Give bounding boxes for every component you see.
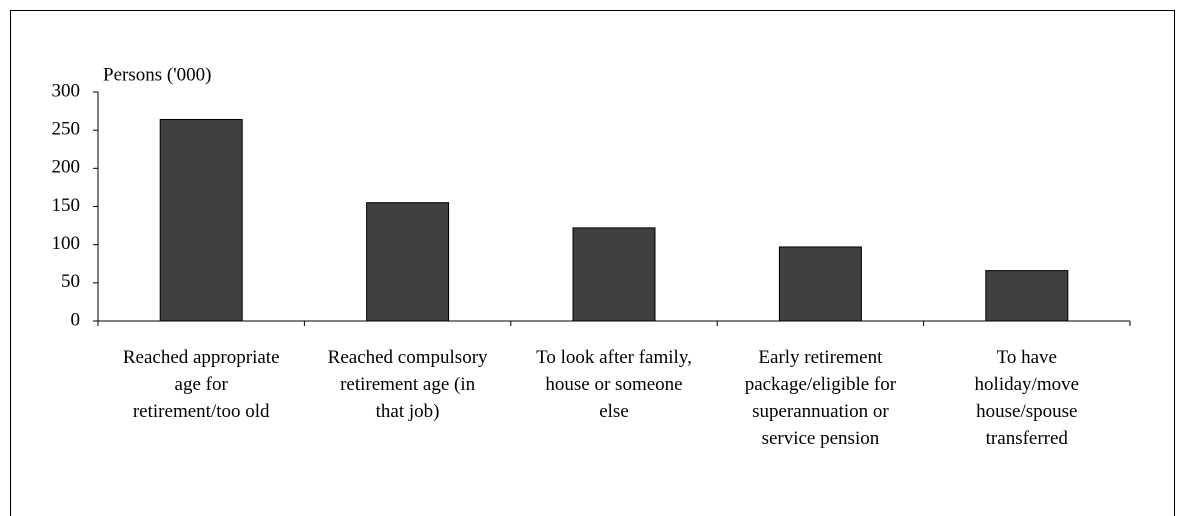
bar [778, 246, 862, 322]
y-axis-label: Persons ('000) [103, 64, 211, 85]
chart-frame [10, 10, 1175, 516]
bar [159, 118, 243, 322]
y-tick-label: 100 [52, 233, 81, 254]
bar [572, 227, 656, 322]
y-tick-label: 200 [52, 157, 81, 178]
bar [366, 202, 450, 322]
x-tick-label: Reached appropriate age for retirement/t… [122, 347, 280, 422]
bar [985, 270, 1069, 322]
y-tick-label: 300 [52, 80, 81, 101]
x-tick-label: To look after family, house or someone e… [536, 347, 692, 422]
x-tick-label: Early retirement package/eligible for su… [744, 347, 897, 449]
y-tick-label: 250 [52, 119, 81, 140]
x-tick-label: Reached compulsory retirement age (in th… [327, 347, 488, 422]
y-tick-label: 0 [71, 309, 81, 330]
y-tick-label: 50 [61, 271, 80, 292]
x-tick-label: To have holiday/move house/spouse transf… [974, 347, 1080, 449]
y-tick-label: 150 [52, 195, 81, 216]
